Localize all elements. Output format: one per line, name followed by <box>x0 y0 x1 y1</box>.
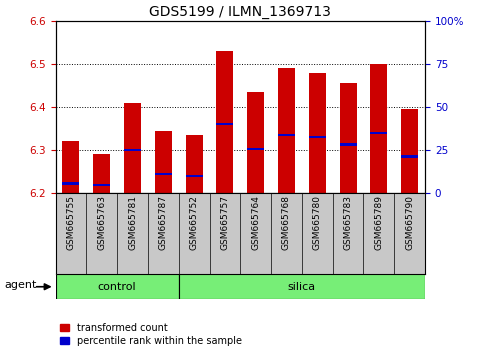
Bar <box>155 172 172 175</box>
Bar <box>179 274 425 299</box>
Text: silica: silica <box>288 282 316 292</box>
Bar <box>155 131 172 193</box>
Bar <box>93 154 110 193</box>
Text: GSM665755: GSM665755 <box>67 195 75 250</box>
Legend: transformed count, percentile rank within the sample: transformed count, percentile rank withi… <box>60 323 242 346</box>
Bar <box>185 135 202 193</box>
Bar <box>309 73 326 193</box>
Bar <box>185 175 202 177</box>
Bar <box>247 148 264 150</box>
Text: GSM665781: GSM665781 <box>128 195 137 250</box>
Bar <box>216 123 233 125</box>
Bar <box>370 132 387 134</box>
Title: GDS5199 / ILMN_1369713: GDS5199 / ILMN_1369713 <box>149 5 331 19</box>
Text: GSM665763: GSM665763 <box>97 195 106 250</box>
Bar <box>93 184 110 186</box>
Text: GSM665752: GSM665752 <box>190 195 199 250</box>
Bar <box>62 182 79 184</box>
Text: GSM665780: GSM665780 <box>313 195 322 250</box>
Text: GSM665790: GSM665790 <box>405 195 414 250</box>
Bar <box>340 84 356 193</box>
Bar <box>278 68 295 193</box>
Text: GSM665764: GSM665764 <box>251 195 260 250</box>
Bar <box>401 109 418 193</box>
Bar <box>401 155 418 158</box>
Text: control: control <box>98 282 136 292</box>
Text: GSM665787: GSM665787 <box>159 195 168 250</box>
Bar <box>56 274 179 299</box>
Text: agent: agent <box>5 280 37 290</box>
Bar <box>62 141 79 193</box>
Bar <box>278 134 295 136</box>
Bar <box>124 149 141 151</box>
Bar <box>370 64 387 193</box>
Text: GSM665783: GSM665783 <box>343 195 353 250</box>
Bar <box>124 103 141 193</box>
Text: GSM665768: GSM665768 <box>282 195 291 250</box>
Text: GSM665789: GSM665789 <box>374 195 384 250</box>
Bar <box>309 136 326 138</box>
Text: GSM665757: GSM665757 <box>220 195 229 250</box>
Bar <box>247 92 264 193</box>
Bar <box>340 143 356 145</box>
Bar <box>216 51 233 193</box>
